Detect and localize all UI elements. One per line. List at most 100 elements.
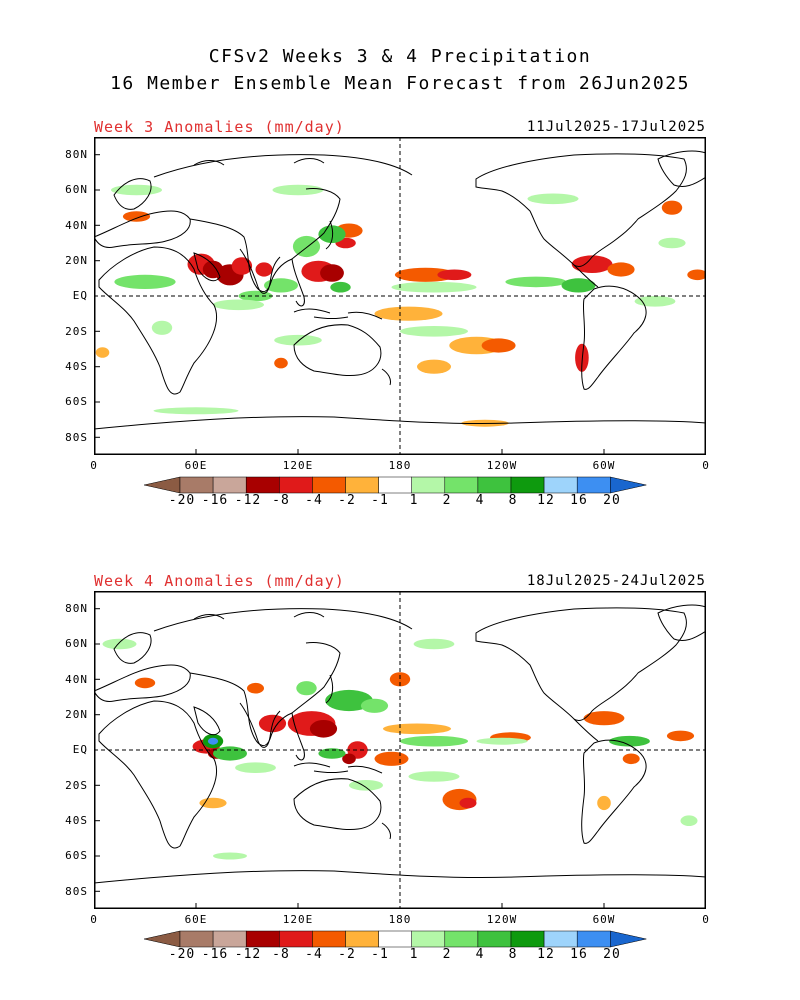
anomaly-region-neg2 <box>274 357 288 369</box>
panel-1-title: Week 3 Anomalies (mm/day) <box>94 118 345 136</box>
colorbar-min-arrow <box>143 930 181 948</box>
lon-label: 60W <box>592 459 616 472</box>
lon-label: 60W <box>592 913 616 926</box>
lat-label: 20S <box>65 779 88 792</box>
anomaly-region-pos2 <box>114 274 176 289</box>
colorbar-segment <box>179 476 214 494</box>
anomaly-region-pos1 <box>349 780 383 791</box>
lat-label: EQ <box>72 743 88 756</box>
anomaly-region-neg1 <box>95 347 110 358</box>
anomaly-region-pos1 <box>680 815 698 826</box>
colorbar-label: -4 <box>305 947 323 962</box>
anomaly-region-neg2 <box>374 751 409 766</box>
anomaly-region-pos4 <box>318 748 346 759</box>
colorbar-label: 1 <box>409 493 419 508</box>
week3-anomaly-map <box>94 137 706 455</box>
colorbar-label: -2 <box>338 493 356 508</box>
colorbar-segment <box>444 930 479 948</box>
lat-label: 80N <box>65 602 88 615</box>
anomaly-region-neg2 <box>247 682 264 694</box>
colorbar-label: 4 <box>475 947 485 962</box>
anomaly-region-pos2 <box>505 276 567 288</box>
colorbar-segment <box>245 476 280 494</box>
lon-label: 0 <box>702 459 710 472</box>
colorbar-label: -2 <box>338 947 356 962</box>
colorbar-label: -16 <box>201 947 229 962</box>
chart-title: CFSv2 Weeks 3 & 4 Precipitation <box>208 46 592 67</box>
colorbar-label: 20 <box>603 493 621 508</box>
lat-label: 40S <box>65 360 88 373</box>
lat-label: 20N <box>65 708 88 721</box>
anomaly-region-neg8 <box>309 720 338 738</box>
colorbar-label: -12 <box>234 493 262 508</box>
anomaly-region-neg2 <box>389 672 411 687</box>
colorbar-label: 16 <box>570 947 588 962</box>
anomaly-region-pos1 <box>274 334 322 346</box>
anomaly-region-neg4 <box>571 255 613 273</box>
anomaly-region-pos1 <box>658 237 686 249</box>
lat-label: 20S <box>65 325 88 338</box>
anomaly-region-neg4 <box>437 269 472 281</box>
anomaly-region-pos2 <box>296 681 317 696</box>
lon-label: 0 <box>702 913 710 926</box>
anomaly-region-pos1 <box>213 852 247 860</box>
tick-marks <box>94 608 605 909</box>
colorbar-segment <box>279 930 313 948</box>
anomaly-region-pos1 <box>151 320 173 335</box>
colorbar-segment <box>576 476 611 494</box>
colorbar-min-arrow <box>143 476 181 494</box>
lon-label: 0 <box>90 459 98 472</box>
colorbar-segment <box>212 930 247 948</box>
anomaly-region-neg1 <box>417 359 451 374</box>
colorbar-2 <box>143 930 647 948</box>
anomaly-region-pos1 <box>102 638 137 650</box>
anomaly-region-pos1 <box>272 184 324 196</box>
colorbar-label: 16 <box>570 493 588 508</box>
colorbar-segment <box>444 476 479 494</box>
lon-label: 60E <box>184 913 208 926</box>
anomaly-region-pos1 <box>527 193 579 205</box>
week4-anomaly-map <box>94 591 706 909</box>
anomaly-region-neg2 <box>583 711 625 726</box>
anomaly-region-neg1 <box>597 795 611 811</box>
anomaly-region-pos2 <box>360 698 389 713</box>
anomaly-region-neg8 <box>320 264 344 282</box>
anomaly-region-pos4 <box>330 281 351 293</box>
panel-2-title: Week 4 Anomalies (mm/day) <box>94 572 345 590</box>
anomaly-region-neg2 <box>607 262 635 277</box>
anomaly-region-pos2 <box>400 735 468 747</box>
lon-label: 60E <box>184 459 208 472</box>
anomaly-region-neg4 <box>459 797 477 809</box>
anomaly-region-pos1 <box>634 296 676 307</box>
anomaly-layer <box>95 184 706 427</box>
colorbar-label: -1 <box>371 493 389 508</box>
lat-label: 40N <box>65 673 88 686</box>
colorbar-label: -4 <box>305 493 323 508</box>
colorbar-label: 1 <box>409 947 419 962</box>
lon-label: 180 <box>388 459 412 472</box>
anomaly-region-neg2 <box>481 338 516 353</box>
colorbar-segment <box>312 476 346 494</box>
anomaly-region-neg1 <box>383 723 451 735</box>
lat-label: 60S <box>65 395 88 408</box>
colorbar-segment <box>378 476 412 494</box>
anomaly-region-pos1 <box>413 638 455 650</box>
colorbar-segment <box>312 930 346 948</box>
colorbar-label: 20 <box>603 947 621 962</box>
colorbar-segment <box>477 476 512 494</box>
lat-label: 20N <box>65 254 88 267</box>
colorbar-segment <box>576 930 611 948</box>
lat-label: 40S <box>65 814 88 827</box>
colorbar-label: -8 <box>272 493 290 508</box>
colorbar-segment <box>543 930 578 948</box>
colorbar-segment <box>245 930 280 948</box>
anomaly-region-pos1 <box>408 771 460 782</box>
colorbar-segment <box>477 930 512 948</box>
coastlines <box>94 150 706 430</box>
anomaly-region-pos1 <box>213 299 264 311</box>
colorbar-label: 4 <box>475 493 485 508</box>
chart-subtitle: 16 Member Ensemble Mean Forecast from 26… <box>110 73 690 94</box>
colorbar-segment <box>378 930 412 948</box>
anomaly-region-pos4 <box>609 735 650 747</box>
lat-label: 60N <box>65 183 88 196</box>
